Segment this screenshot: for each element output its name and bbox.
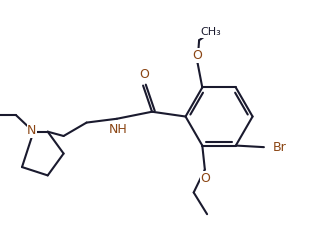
Text: NH: NH xyxy=(109,123,128,136)
Text: Br: Br xyxy=(273,141,287,154)
Text: N: N xyxy=(27,124,36,137)
Text: O: O xyxy=(139,68,149,81)
Text: CH₃: CH₃ xyxy=(200,27,221,37)
Text: O: O xyxy=(201,172,211,185)
Text: O: O xyxy=(193,49,203,62)
